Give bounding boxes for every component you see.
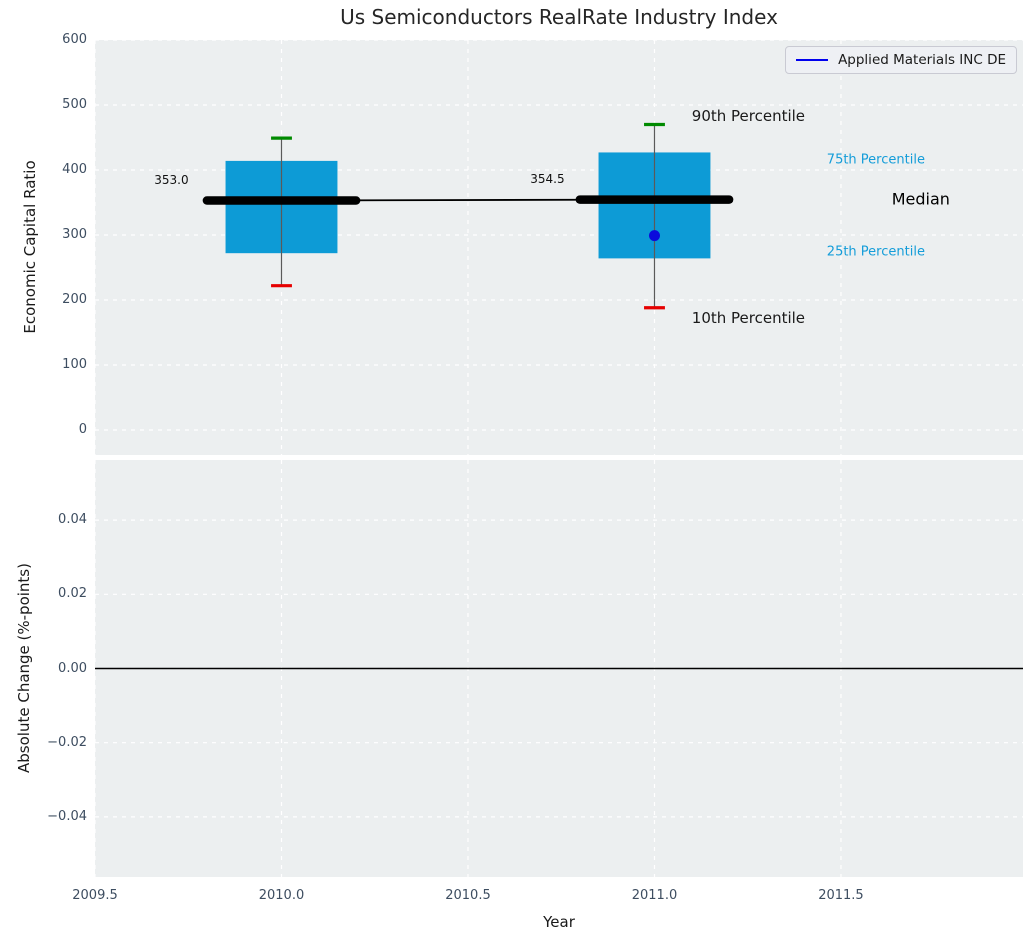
bottom-axes-change [95, 460, 1023, 877]
annotation: Median [891, 189, 950, 209]
x-tick-label: 2011.5 [818, 888, 864, 903]
x-tick-label: 2009.5 [72, 888, 118, 903]
legend-line-sample [796, 59, 829, 61]
x-axis-label: Year [543, 913, 575, 931]
annotation: 353.0 [154, 172, 189, 187]
company-marker-dot [648, 230, 660, 242]
x-tick-label: 2010.5 [445, 888, 491, 903]
legend: Applied Materials INC DE [785, 46, 1017, 74]
x-tick-label: 2010.0 [258, 888, 305, 903]
annotation: 75th Percentile [826, 152, 925, 168]
y-tick-label: 0.04 [58, 512, 87, 528]
top-axes-boxplot [95, 40, 1023, 455]
chart-title: Us Semiconductors RealRate Industry Inde… [340, 5, 778, 29]
legend-label: Applied Materials INC DE [838, 52, 1006, 68]
annotation: 90th Percentile [691, 107, 806, 126]
y-tick-label: 100 [62, 356, 87, 372]
annotation: 10th Percentile [691, 309, 806, 328]
annotation: 354.5 [530, 172, 565, 187]
y-tick-label: 300 [62, 226, 87, 242]
y-tick-label: 0 [78, 421, 87, 437]
y-tick-label: 600 [62, 32, 87, 47]
y-tick-label: −0.04 [47, 808, 87, 824]
y-tick-label: 0.00 [58, 660, 87, 676]
annotation: 25th Percentile [826, 244, 925, 260]
y-tick-label: 200 [62, 291, 87, 307]
y-tick-label: −0.02 [47, 734, 87, 750]
x-tick-label: 2011.0 [631, 888, 678, 903]
y-tick-label: 500 [62, 96, 87, 112]
y-tick-label: 400 [62, 161, 87, 177]
y-tick-label: 0.02 [58, 586, 87, 602]
